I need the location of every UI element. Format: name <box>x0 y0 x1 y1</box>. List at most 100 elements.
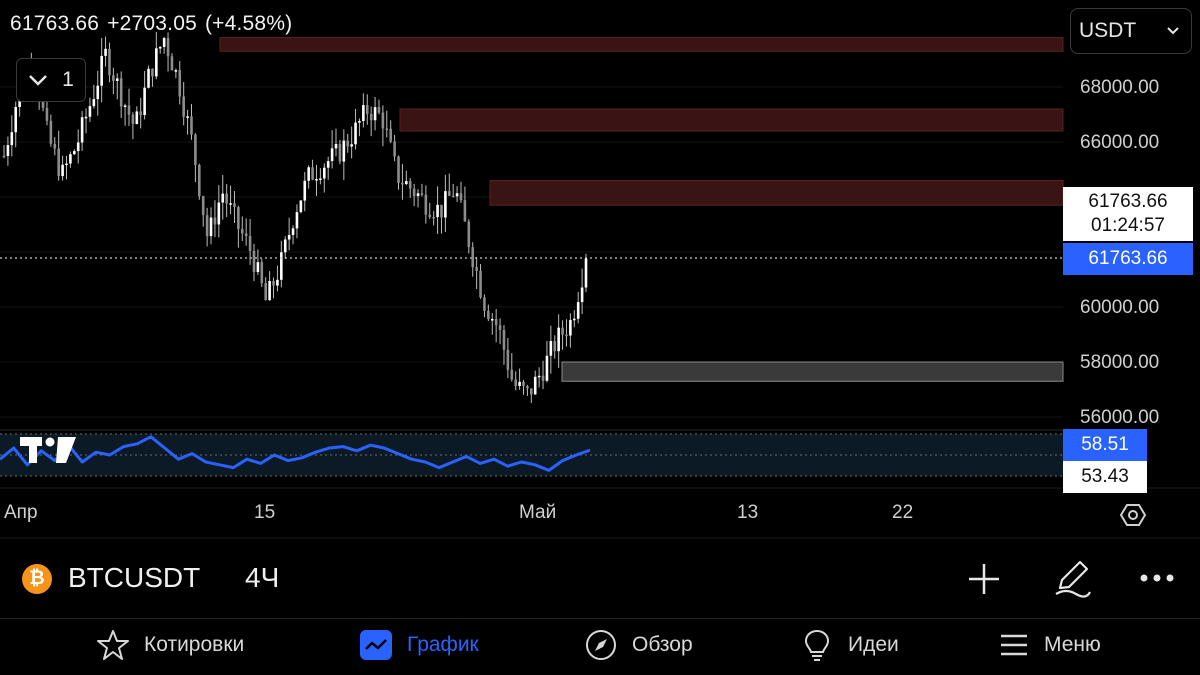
price-chart[interactable] <box>0 0 1200 540</box>
time-axis-label: 22 <box>892 502 914 523</box>
candle-body <box>498 325 502 330</box>
candle-body <box>307 167 310 181</box>
candle-body <box>487 310 490 320</box>
candle-body <box>143 87 146 116</box>
chart-settings-icon[interactable] <box>1119 504 1147 526</box>
candle-body <box>424 194 428 215</box>
pencil-icon[interactable] <box>1052 558 1092 598</box>
candle-body <box>569 319 572 336</box>
candle-body <box>342 140 346 162</box>
indicator-toggle-button[interactable]: 1 <box>16 58 86 102</box>
candle-body <box>123 105 127 107</box>
candle-body <box>225 193 228 204</box>
candle-body <box>377 107 381 113</box>
candle-body <box>326 161 330 168</box>
candle-body <box>561 327 564 335</box>
candle-body <box>76 142 80 152</box>
candle-body <box>475 267 478 271</box>
candle-body <box>69 154 72 164</box>
symbol-name[interactable]: BTCUSDT <box>68 562 201 593</box>
nav-menu[interactable]: Меню <box>998 628 1101 662</box>
candle-body <box>303 180 307 201</box>
resistance-zone <box>489 180 1064 206</box>
indicator-count: 1 <box>62 68 74 91</box>
candle-body <box>96 85 100 100</box>
candle-body <box>412 188 416 197</box>
candle-body <box>65 163 68 166</box>
candle-body <box>393 141 396 157</box>
candle-body <box>299 200 303 213</box>
price-header: 61763.66 +2703.05 (+4.58%) <box>10 12 300 36</box>
candle-body <box>174 70 178 72</box>
candle-body <box>151 68 154 77</box>
candle-body <box>483 297 486 311</box>
last-price: 61763.66 <box>10 12 100 35</box>
tradingview-logo-icon <box>20 437 76 463</box>
nav-overview[interactable]: Обзор <box>584 628 693 662</box>
candle-body <box>178 70 182 97</box>
candle-body <box>557 327 560 352</box>
candle-body <box>510 369 514 380</box>
candle-body <box>92 99 96 107</box>
candle-body <box>248 236 252 251</box>
candle-body <box>2 155 6 158</box>
candle-body <box>127 105 131 115</box>
nav-ideas[interactable]: Идеи <box>800 628 899 662</box>
candle-body <box>389 128 392 142</box>
candle-body <box>549 341 553 356</box>
bitcoin-icon: ₿ <box>22 564 52 594</box>
candle-body <box>229 203 232 205</box>
nav-quotes[interactable]: Котировки <box>96 628 244 662</box>
candle-body <box>201 196 205 216</box>
candle-body <box>198 164 201 197</box>
candle-body <box>88 106 92 117</box>
time-axis-label: 13 <box>737 502 759 523</box>
candle-body <box>268 281 271 301</box>
candle-body <box>244 233 248 237</box>
candle-body <box>264 283 268 301</box>
candle-body <box>369 113 373 121</box>
candle-body <box>362 105 365 122</box>
candle-body <box>416 193 420 197</box>
candle-body <box>580 287 584 303</box>
nav-chart[interactable]: График <box>359 628 479 662</box>
candle-body <box>479 270 482 298</box>
candle-body <box>295 212 299 229</box>
candle-body <box>385 128 389 130</box>
candle-body <box>401 182 404 185</box>
price-axis-label: 56000.00 <box>1080 407 1160 428</box>
lightbulb-icon <box>804 629 830 661</box>
candle-body <box>533 376 537 395</box>
plus-icon[interactable] <box>966 561 1002 597</box>
candle-body <box>334 143 338 149</box>
price-change-percent: (+4.58%) <box>204 12 293 35</box>
price-change: +2703.05 <box>107 12 197 35</box>
candle-body <box>252 250 256 273</box>
rsi-line <box>0 435 591 472</box>
chart-icon <box>360 630 392 660</box>
candle-body <box>537 375 541 378</box>
candle-body <box>260 262 264 284</box>
time-axis-label: Май <box>519 502 557 523</box>
resistance-zone <box>219 37 1064 52</box>
more-icon[interactable] <box>1138 571 1176 585</box>
candle-body <box>365 105 369 114</box>
resistance-zone <box>399 108 1064 132</box>
candle-body <box>440 204 443 218</box>
currency-select[interactable]: USDT <box>1070 8 1192 54</box>
time-axis-label: 15 <box>254 502 276 523</box>
candle-body <box>506 349 510 370</box>
candle-body <box>428 214 432 217</box>
candle-body <box>408 181 412 189</box>
candle-body <box>190 116 193 135</box>
candle-body <box>147 68 150 88</box>
candle-body <box>420 193 424 195</box>
timeframe-select[interactable]: 4Ч <box>245 562 280 593</box>
candle-body <box>354 122 357 145</box>
rsi-value-tag: 58.51 <box>1063 429 1147 461</box>
candle-body <box>6 145 10 156</box>
candle-body <box>209 217 213 237</box>
candle-body <box>322 167 326 179</box>
candle-body <box>447 191 451 196</box>
candle-body <box>467 221 471 248</box>
